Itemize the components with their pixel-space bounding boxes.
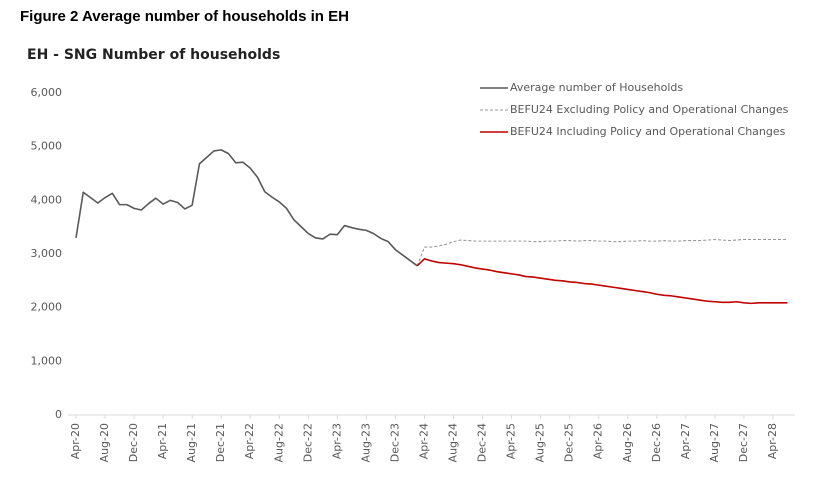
x-tick-label: Apr-27 [679,423,692,459]
x-tick-label: Apr-24 [417,423,430,459]
x-tick-label: Aug-27 [708,423,721,462]
x-tick-label: Apr-20 [69,423,82,459]
series-line [416,238,788,267]
y-tick-label: 3,000 [31,247,63,260]
y-tick-label: 0 [55,408,62,421]
x-tick-label: Apr-21 [156,423,169,459]
x-tick-label: Dec-22 [301,423,314,462]
x-tick-label: Aug-25 [534,423,547,462]
x-tick-label: Dec-25 [563,423,576,462]
x-tick-label: Apr-28 [766,423,779,459]
x-tick-label: Aug-26 [621,423,634,462]
series-line [416,258,788,305]
y-tick-label: 6,000 [31,86,63,99]
x-tick-label: Aug-23 [359,423,372,462]
x-tick-label: Aug-21 [185,423,198,462]
x-tick-label: Aug-20 [98,423,111,462]
y-tick-label: 2,000 [31,301,63,314]
x-tick-label: Dec-20 [127,423,140,462]
series-line [75,149,418,267]
legend-label: BEFU24 Excluding Policy and Operational … [510,103,789,116]
x-tick-label: Dec-26 [650,423,663,462]
x-tick-label: Dec-24 [476,423,489,462]
y-tick-label: 4,000 [31,193,63,206]
y-tick-label: 5,000 [31,140,63,153]
x-tick-label: Apr-22 [243,423,256,459]
chart-title: Figure 2 Average number of households in… [20,8,349,25]
x-tick-label: Apr-26 [592,423,605,459]
x-tick-label: Aug-22 [272,423,285,462]
legend-label: BEFU24 Including Policy and Operational … [510,125,786,138]
legend-label: Average number of Households [510,81,683,94]
x-tick-label: Apr-25 [505,423,518,459]
x-tick-label: Dec-23 [388,423,401,462]
x-tick-label: Aug-24 [447,423,460,462]
x-tick-label: Apr-23 [330,423,343,459]
chart-subtitle: EH - SNG Number of households [27,47,280,63]
y-tick-label: 1,000 [31,354,63,367]
x-tick-label: Dec-21 [214,423,227,462]
x-tick-label: Dec-27 [737,423,750,462]
